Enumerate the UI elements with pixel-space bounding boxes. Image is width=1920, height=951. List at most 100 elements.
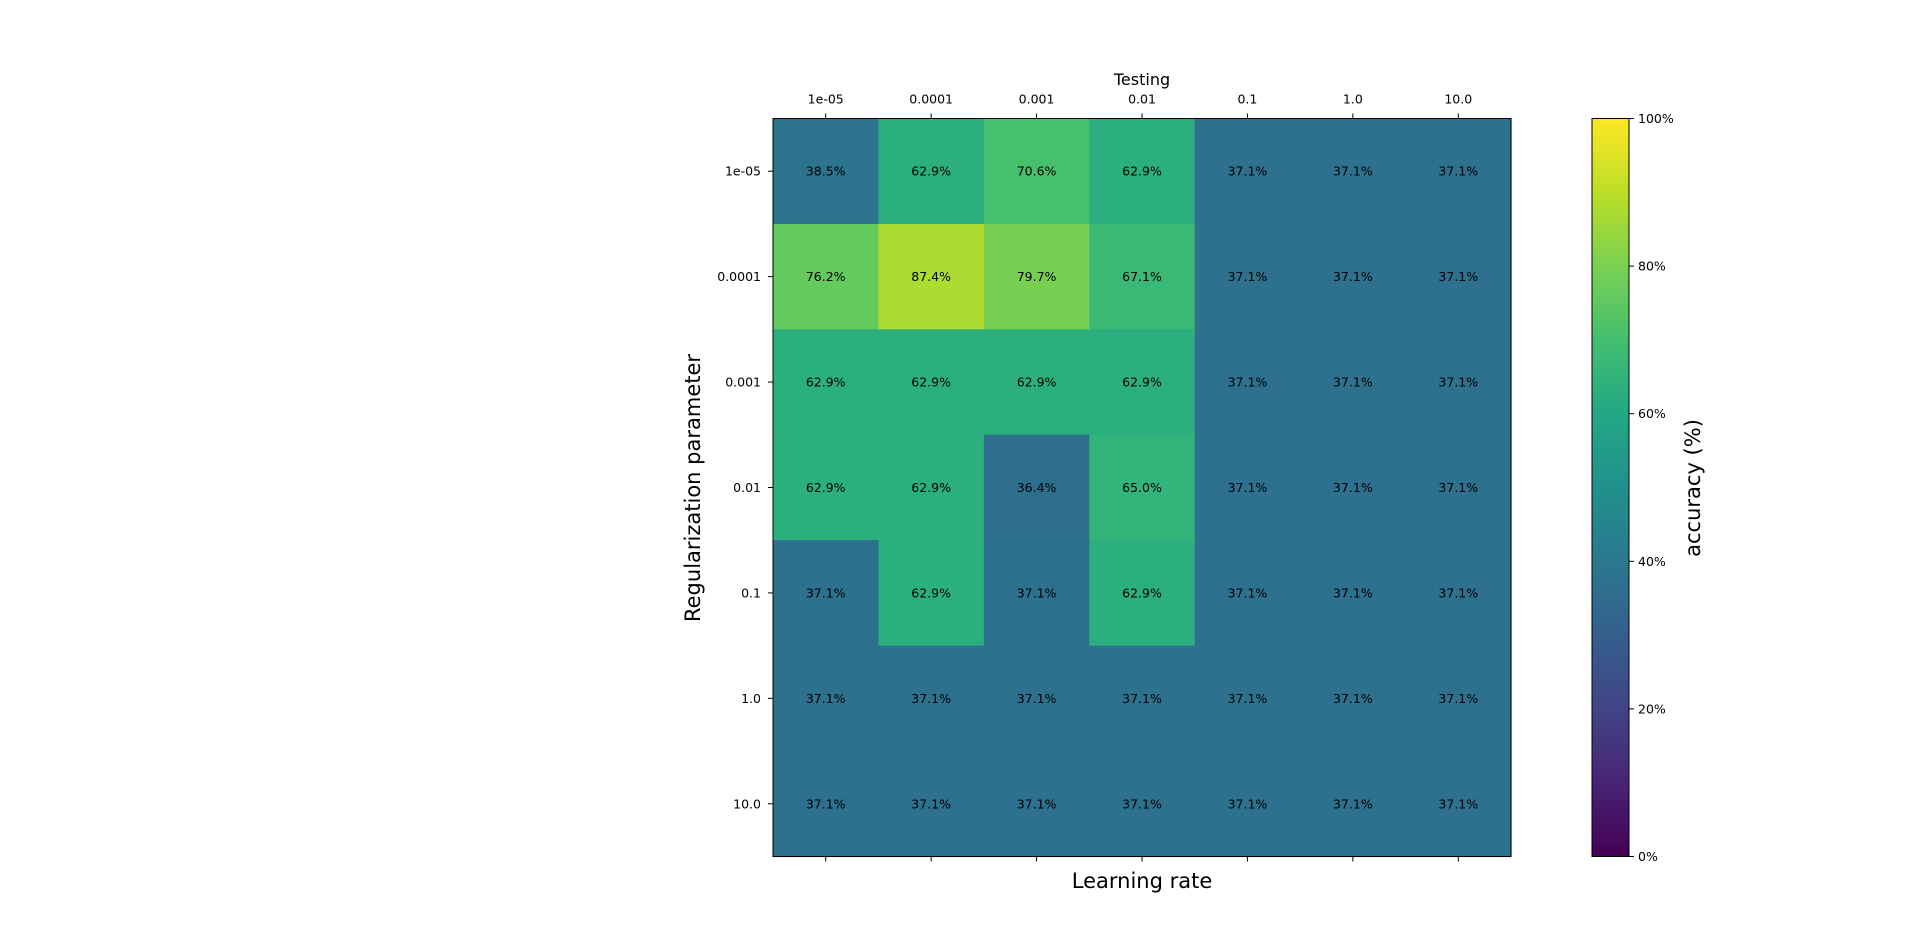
heatmap-cell	[1089, 540, 1196, 647]
cell-value-label: 37.1%	[1228, 585, 1268, 600]
heatmap-cell	[773, 540, 880, 647]
cell-value-label: 79.7%	[1017, 269, 1057, 284]
cell-value-label: 38.5%	[806, 164, 846, 179]
colorbar-tick-label: 0%	[1638, 849, 1658, 864]
cell-value-label: 37.1%	[806, 585, 846, 600]
heatmap-cell	[983, 223, 1090, 330]
heatmap-cell	[1405, 540, 1512, 647]
colorbar-title: accuracy (%)	[1681, 419, 1705, 557]
cell-value-label: 37.1%	[1438, 691, 1478, 706]
x-axis-ticks: 1e-05 0.0001 0.001 0.01 0.1 1.0 10.0	[808, 92, 1472, 862]
colorbar-tick-label: 100%	[1638, 111, 1674, 126]
heatmap-value-labels: 38.5% 62.9% 70.6% 62.9% 37.1% 37.1% 37.1% 76.2%…	[806, 164, 1478, 812]
heatmap-cell	[983, 751, 1090, 858]
cell-value-label: 37.1%	[1228, 269, 1268, 284]
heatmap-cell	[1405, 645, 1512, 752]
x-tick-label: 10.0	[1444, 92, 1472, 107]
heatmap-cell	[878, 434, 985, 541]
heatmap-cell	[1089, 645, 1196, 752]
heatmap-cell	[983, 645, 1090, 752]
cell-value-label: 37.1%	[1017, 585, 1057, 600]
cell-value-label: 62.9%	[911, 480, 951, 495]
cell-value-label: 37.1%	[1228, 796, 1268, 811]
chart-title: Testing	[1113, 70, 1170, 89]
heatmap-cell	[773, 223, 880, 330]
heatmap-cell	[878, 751, 985, 858]
x-tick-label: 1e-05	[808, 92, 844, 107]
heatmap-cell	[773, 751, 880, 858]
heatmap-cell	[1300, 751, 1407, 858]
colorbar-ticks: 0% 20% 40% 60% 80% 100%	[1629, 111, 1674, 864]
heatmap-cell	[773, 434, 880, 541]
cell-value-label: 37.1%	[1333, 480, 1373, 495]
y-tick-label: 0.1	[741, 585, 761, 600]
heatmap-cell	[1405, 118, 1512, 225]
cell-value-label: 67.1%	[1122, 269, 1162, 284]
cell-value-label: 62.9%	[1122, 375, 1162, 390]
colorbar-tick-label: 80%	[1638, 259, 1666, 274]
heatmap-cell	[773, 329, 880, 436]
heatmap-cell	[878, 223, 985, 330]
y-tick-label: 1e-05	[725, 164, 761, 179]
cell-value-label: 37.1%	[1228, 164, 1268, 179]
heatmap-cell	[1194, 751, 1301, 858]
cell-value-label: 37.1%	[911, 796, 951, 811]
heatmap-cell	[1300, 645, 1407, 752]
cell-value-label: 36.4%	[1017, 480, 1057, 495]
heatmap-cell	[1194, 434, 1301, 541]
cell-value-label: 37.1%	[1438, 164, 1478, 179]
y-axis-ticks: 1e-05 0.0001 0.001 0.01 0.1 1.0 10.0	[717, 164, 773, 811]
heatmap-cell	[1089, 329, 1196, 436]
heatmap-cell	[878, 329, 985, 436]
x-tick-label: 0.001	[1019, 92, 1055, 107]
cell-value-label: 62.9%	[1122, 585, 1162, 600]
cell-value-label: 62.9%	[911, 375, 951, 390]
cell-value-label: 37.1%	[1333, 691, 1373, 706]
cell-value-label: 37.1%	[1228, 480, 1268, 495]
x-axis-title: Learning rate	[1072, 869, 1213, 893]
heatmap-cell	[878, 118, 985, 225]
y-tick-label: 0.0001	[717, 269, 761, 284]
heatmap-cell	[1300, 540, 1407, 647]
colorbar-tick-label: 20%	[1638, 701, 1666, 716]
cell-value-label: 37.1%	[1333, 585, 1373, 600]
heatmap-cell	[1194, 645, 1301, 752]
x-tick-label: 0.1	[1237, 92, 1257, 107]
x-tick-label: 0.01	[1128, 92, 1156, 107]
heatmap-cell	[1405, 434, 1512, 541]
cell-value-label: 62.9%	[806, 480, 846, 495]
heatmap-cell	[1089, 434, 1196, 541]
cell-value-label: 37.1%	[806, 691, 846, 706]
heatmap-cell	[1300, 223, 1407, 330]
cell-value-label: 65.0%	[1122, 480, 1162, 495]
cell-value-label: 37.1%	[1333, 269, 1373, 284]
heatmap-cell	[1300, 434, 1407, 541]
y-tick-label: 1.0	[741, 691, 761, 706]
cell-value-label: 37.1%	[1333, 164, 1373, 179]
heatmap-cell	[1194, 223, 1301, 330]
cell-value-label: 37.1%	[1333, 375, 1373, 390]
heatmap-cell	[983, 329, 1090, 436]
cell-value-label: 37.1%	[1228, 691, 1268, 706]
colorbar-tick-label: 40%	[1638, 554, 1666, 569]
cell-value-label: 37.1%	[1017, 691, 1057, 706]
y-tick-label: 0.001	[725, 375, 761, 390]
heatmap-cell	[1194, 540, 1301, 647]
cell-value-label: 62.9%	[1017, 375, 1057, 390]
heatmap-cell	[1405, 751, 1512, 858]
cell-value-label: 37.1%	[1438, 796, 1478, 811]
cell-value-label: 37.1%	[1438, 480, 1478, 495]
cell-value-label: 62.9%	[806, 375, 846, 390]
y-tick-label: 10.0	[733, 796, 761, 811]
heatmap-cell	[1405, 329, 1512, 436]
heatmap-cell	[983, 434, 1090, 541]
cell-value-label: 37.1%	[1333, 796, 1373, 811]
colorbar-tick-label: 60%	[1638, 406, 1666, 421]
cell-value-label: 37.1%	[1438, 375, 1478, 390]
cell-value-label: 37.1%	[1228, 375, 1268, 390]
x-tick-label: 1.0	[1343, 92, 1363, 107]
heatmap-cell	[878, 540, 985, 647]
heatmap-cell	[1089, 223, 1196, 330]
cell-value-label: 37.1%	[1017, 796, 1057, 811]
